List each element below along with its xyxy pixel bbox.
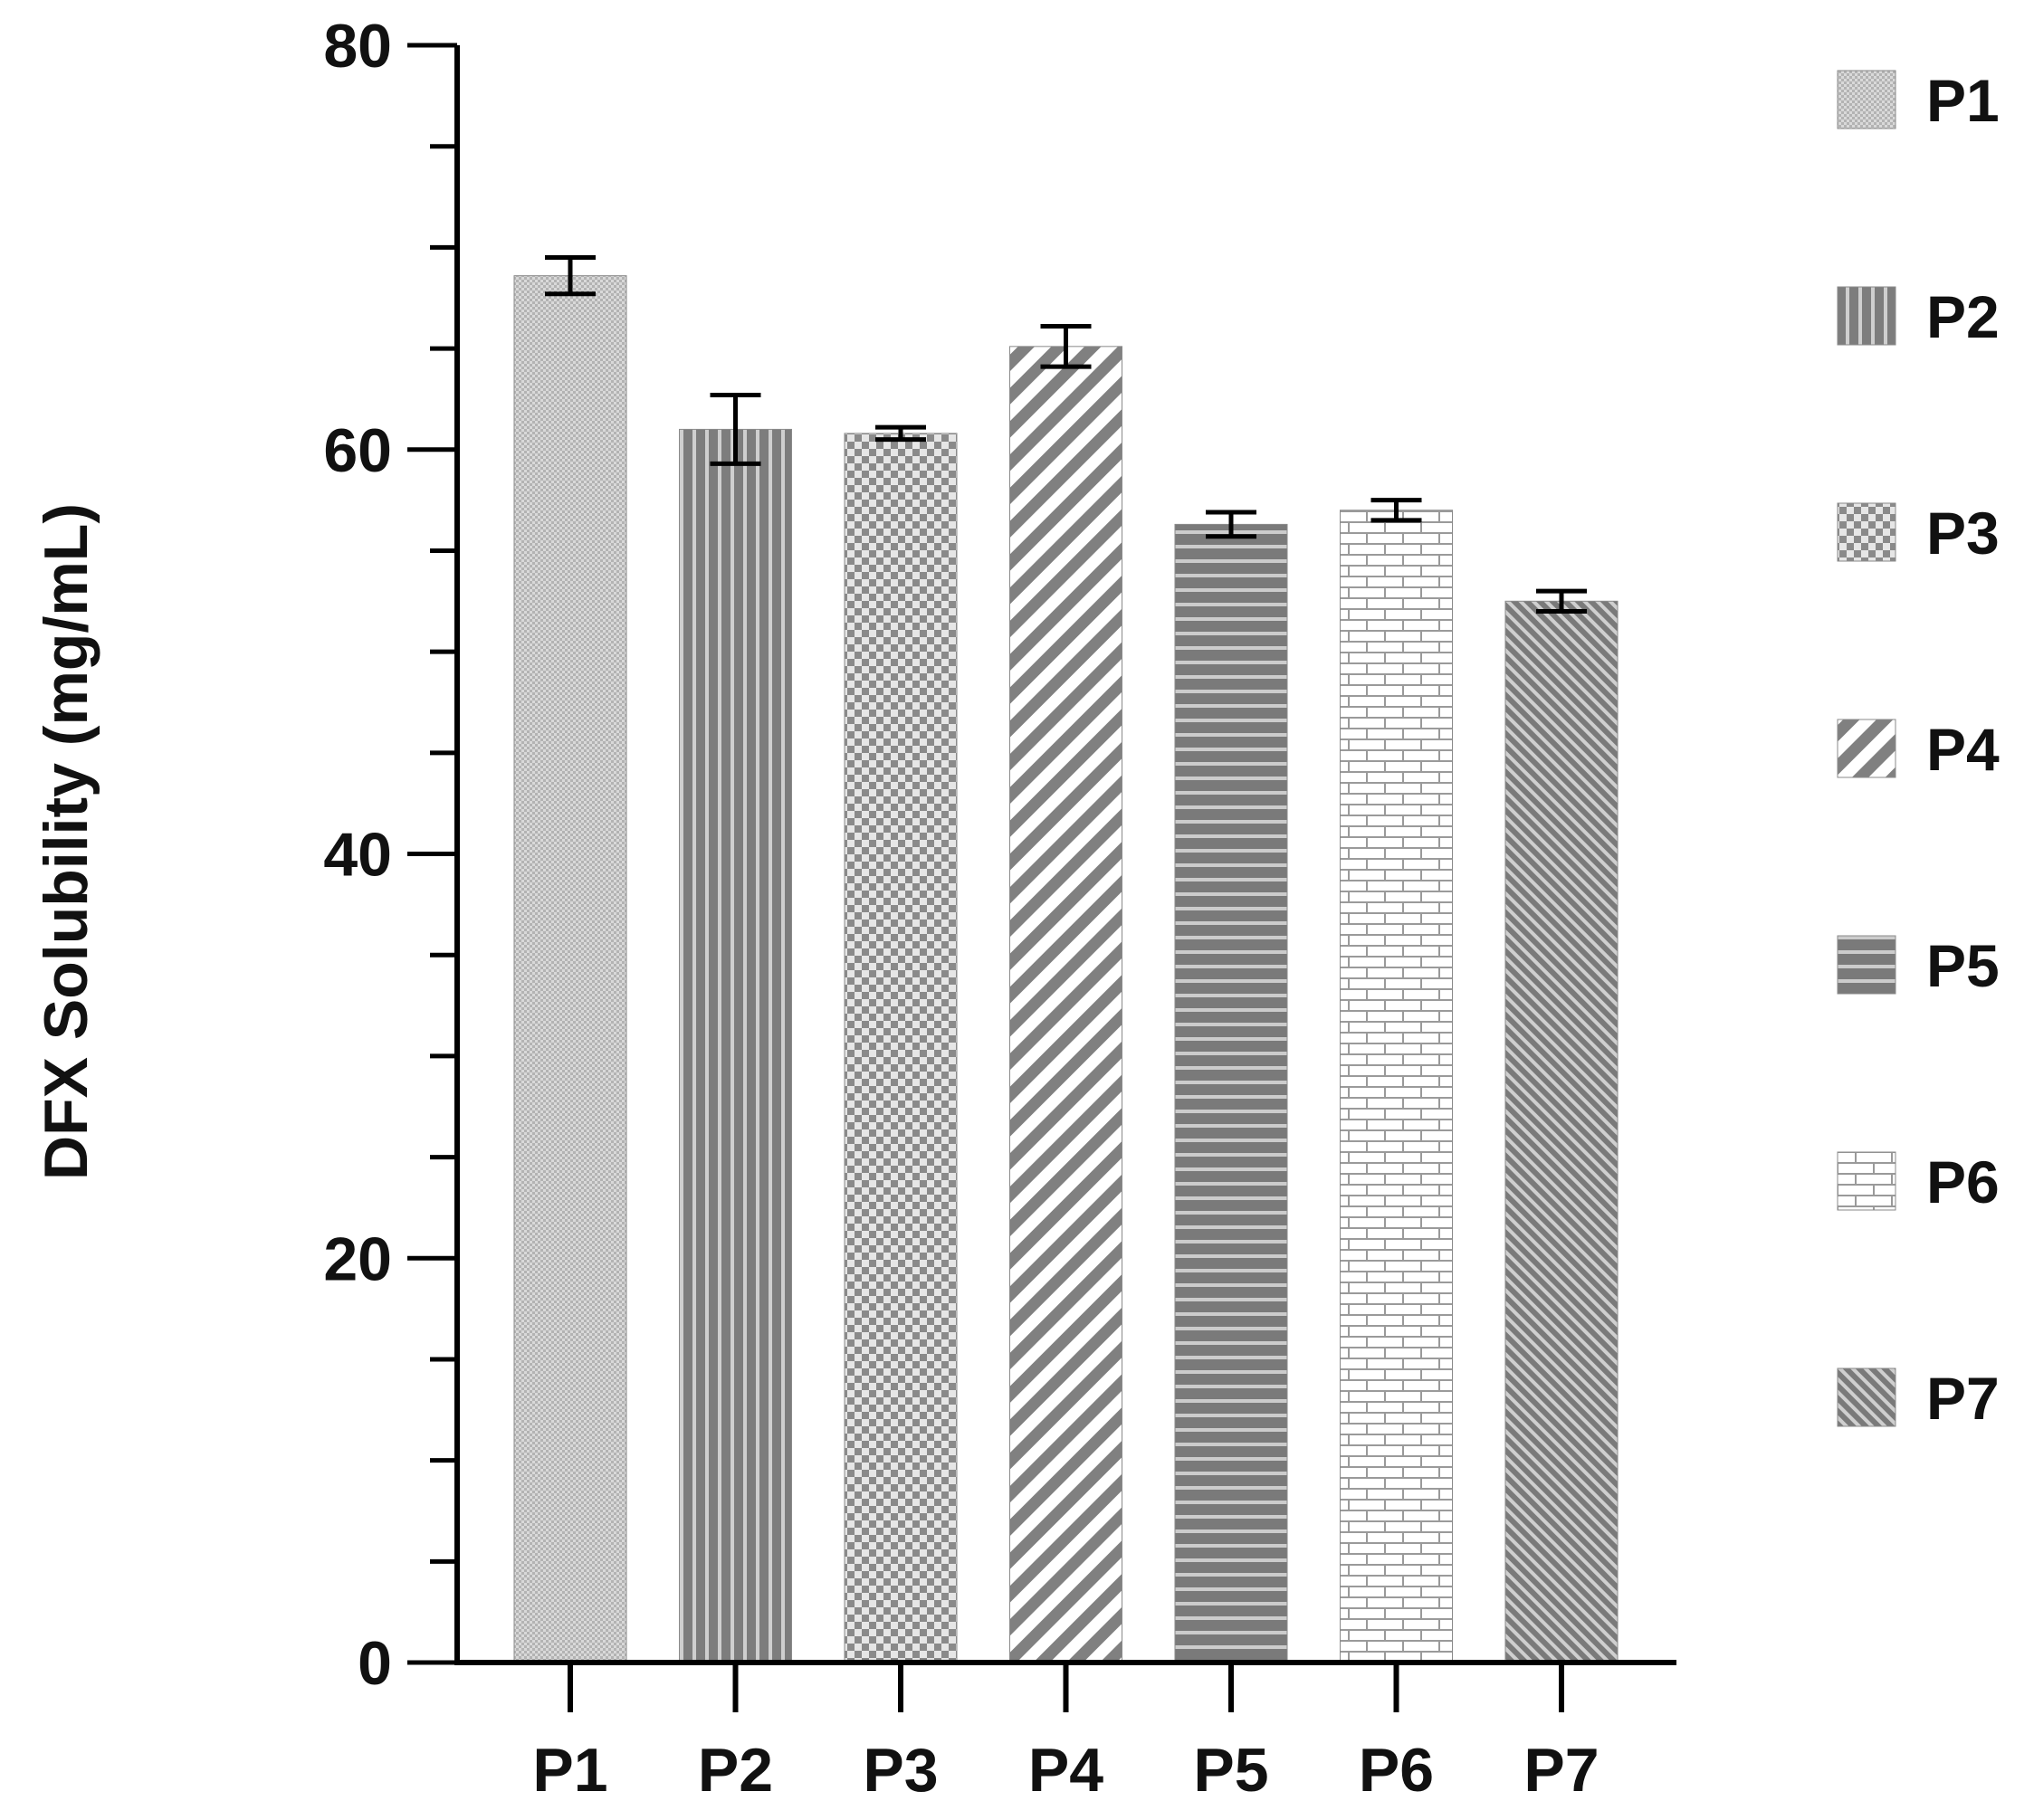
bars-group [513, 275, 1619, 1663]
bar-p4 [1009, 346, 1122, 1663]
y-tick-label: 60 [323, 416, 392, 485]
legend: P1 P2 P3 P4 P5 P6 P7 [1837, 67, 2000, 1432]
error-bar-p5 [1206, 510, 1256, 539]
legend-label: P7 [1926, 1365, 2000, 1432]
y-tick-label: 20 [323, 1224, 392, 1293]
error-bar-p1 [545, 255, 596, 297]
y-tick-label: 40 [323, 821, 392, 890]
legend-item-p2: P2 [1837, 283, 2000, 350]
legend-label: P3 [1926, 500, 2000, 567]
x-tick-label-p6: P6 [1359, 1736, 1434, 1805]
x-tick-label-p1: P1 [532, 1736, 607, 1805]
error-bar-p4 [1040, 323, 1092, 369]
legend-item-p1: P1 [1837, 67, 2000, 134]
legend-label: P2 [1926, 283, 2000, 350]
x-tick-label-p4: P4 [1028, 1736, 1103, 1805]
legend-label: P4 [1926, 716, 2000, 783]
x-tick-label-p5: P5 [1193, 1736, 1268, 1805]
legend-swatch [1837, 719, 1896, 778]
legend-swatch [1837, 1367, 1896, 1427]
error-bar-p7 [1536, 588, 1587, 614]
error-bar-p6 [1370, 498, 1422, 523]
y-tick-label: 0 [358, 1629, 392, 1698]
x-tick-label-p7: P7 [1523, 1736, 1599, 1805]
error-bar-p2 [710, 392, 761, 466]
error-bar-p3 [875, 424, 926, 443]
bar-p6 [1340, 510, 1453, 1663]
x-tick-label-p3: P3 [863, 1736, 938, 1805]
y-axis-title: DFX Solubility (mg/mL) [32, 503, 100, 1180]
legend-swatch [1837, 70, 1896, 129]
bar-p2 [679, 428, 792, 1663]
legend-item-p7: P7 [1837, 1365, 2000, 1432]
legend-swatch [1837, 1151, 1896, 1211]
error-bars-group [545, 255, 1587, 614]
bar-p3 [844, 433, 958, 1663]
x-ticks-group: P1 P2 P3 P4 P5 P6 P7 [532, 1663, 1600, 1805]
legend-item-p4: P4 [1837, 716, 2000, 783]
y-ticks-group: 0 20 40 60 80 [323, 12, 457, 1698]
bar-p1 [513, 275, 627, 1663]
legend-item-p6: P6 [1837, 1148, 2000, 1215]
legend-label: P5 [1926, 932, 2000, 999]
legend-label: P1 [1926, 67, 2000, 134]
legend-item-p5: P5 [1837, 932, 2000, 999]
bar-p7 [1504, 600, 1619, 1663]
y-tick-label: 80 [323, 12, 392, 81]
legend-swatch [1837, 935, 1896, 995]
legend-swatch [1837, 286, 1896, 346]
legend-item-p3: P3 [1837, 500, 2000, 567]
legend-label: P6 [1926, 1148, 2000, 1215]
bar-p5 [1174, 523, 1288, 1663]
legend-swatch [1837, 502, 1896, 562]
x-tick-label-p2: P2 [698, 1736, 773, 1805]
